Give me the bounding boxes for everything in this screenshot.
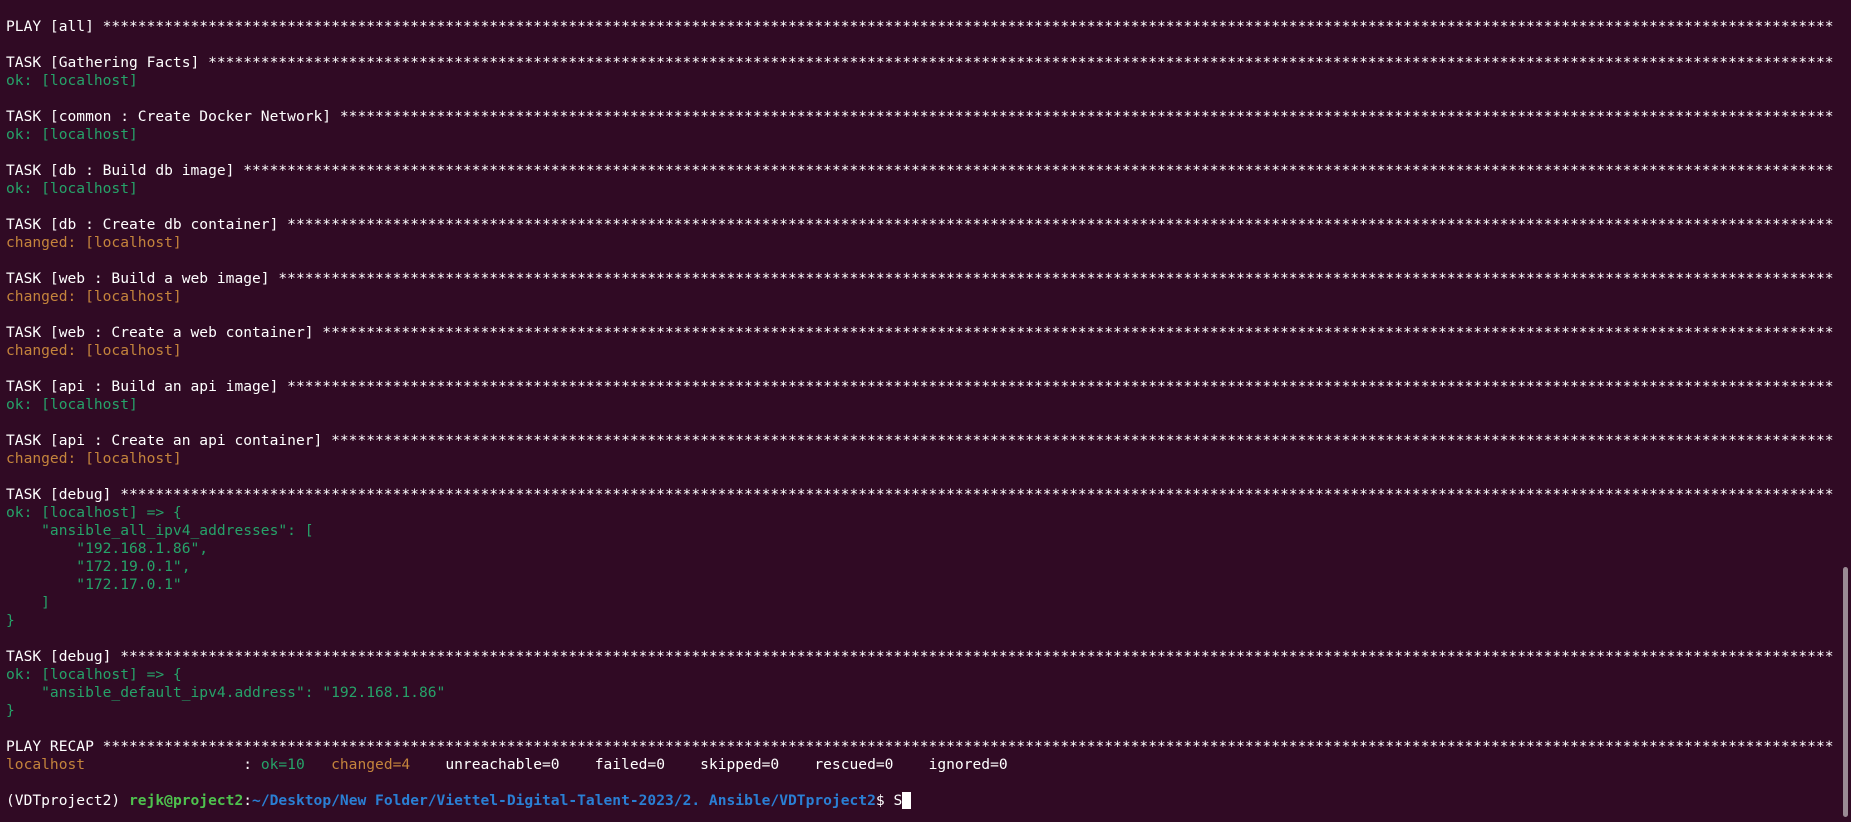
output-text: TASK [Gathering Facts] *****************…	[6, 54, 1834, 71]
output-text: "172.17.0.1"	[6, 576, 182, 593]
output-text: unreachable=0 failed=0 skipped=0 rescued…	[410, 756, 1008, 773]
output-text: changed: [localhost]	[6, 450, 182, 467]
output-line: ok: [localhost]	[6, 72, 1834, 90]
output-text: ok: [localhost]	[6, 126, 138, 143]
output-text: TASK [db : Create db container] ********…	[6, 216, 1834, 233]
output-text: TASK [debug] ***************************…	[6, 648, 1834, 665]
output-text: "172.19.0.1",	[6, 558, 191, 575]
output-line: ]	[6, 594, 1834, 612]
prompt-venv: (VDTproject2)	[6, 792, 130, 809]
output-text	[305, 756, 331, 773]
prompt-user-host: rejk@project2	[129, 792, 244, 809]
output-line: "172.19.0.1",	[6, 558, 1834, 576]
output-line: localhost : ok=10 changed=4 unreachable=…	[6, 756, 1834, 774]
output-text: TASK [web : Create a web container] ****…	[6, 324, 1834, 341]
output-line: }	[6, 612, 1834, 630]
output-text: PLAY RECAP *****************************…	[6, 738, 1834, 755]
scrollbar-thumb[interactable]	[1843, 567, 1848, 817]
prompt-symbol: $	[875, 792, 894, 809]
output-text: ]	[6, 594, 50, 611]
output-text: ok: [localhost]	[6, 72, 138, 89]
output-line	[6, 36, 1834, 54]
output-text: TASK [db : Build db image] *************…	[6, 162, 1834, 179]
prompt-path: ~/Desktop/New Folder/Viettel-Digital-Tal…	[252, 792, 876, 809]
output-line: TASK [api : Create an api container] ***…	[6, 432, 1834, 450]
output-line: ok: [localhost]	[6, 180, 1834, 198]
output-line	[6, 198, 1834, 216]
prompt-separator: :	[243, 792, 253, 809]
output-line	[6, 414, 1834, 432]
output-line	[6, 306, 1834, 324]
output-line: "ansible_default_ipv4.address": "192.168…	[6, 684, 1834, 702]
output-text: ok: [localhost] => {	[6, 666, 182, 683]
output-line: ok: [localhost] => {	[6, 504, 1834, 522]
output-line: ok: [localhost] => {	[6, 666, 1834, 684]
output-line	[6, 144, 1834, 162]
output-text: "ansible_all_ipv4_addresses": [	[6, 522, 314, 539]
output-line: TASK [api : Build an api image] ********…	[6, 378, 1834, 396]
output-text: TASK [api : Build an api image] ********…	[6, 378, 1834, 395]
output-line: TASK [db : Build db image] *************…	[6, 162, 1834, 180]
output-line: changed: [localhost]	[6, 234, 1834, 252]
output-text: changed: [localhost]	[6, 288, 182, 305]
output-text: TASK [api : Create an api container] ***…	[6, 432, 1834, 449]
output-text: changed: [localhost]	[6, 234, 182, 251]
output-line	[6, 720, 1834, 738]
output-line: changed: [localhost]	[6, 450, 1834, 468]
output-text: changed=4	[331, 756, 411, 773]
output-line: TASK [db : Create db container] ********…	[6, 216, 1834, 234]
output-line: "ansible_all_ipv4_addresses": [	[6, 522, 1834, 540]
output-line: TASK [debug] ***************************…	[6, 486, 1834, 504]
output-line	[6, 90, 1834, 108]
output-line: PLAY RECAP *****************************…	[6, 738, 1834, 756]
output-line	[6, 360, 1834, 378]
output-line: TASK [Gathering Facts] *****************…	[6, 54, 1834, 72]
output-text: TASK [common : Create Docker Network] **…	[6, 108, 1834, 125]
output-line	[6, 252, 1834, 270]
output-text: :	[243, 756, 261, 773]
terminal-output: PLAY [all] *****************************…	[6, 18, 1851, 792]
output-text: "ansible_default_ipv4.address": "192.168…	[6, 684, 446, 701]
output-line: "192.168.1.86",	[6, 540, 1834, 558]
shell-prompt[interactable]: (VDTproject2) rejk@project2:~/Desktop/Ne…	[6, 792, 1834, 810]
output-line: "172.17.0.1"	[6, 576, 1834, 594]
output-line: ok: [localhost]	[6, 126, 1834, 144]
output-line: TASK [web : Create a web container] ****…	[6, 324, 1834, 342]
output-line: }	[6, 702, 1834, 720]
output-text: changed: [localhost]	[6, 342, 182, 359]
output-text: }	[6, 702, 15, 719]
output-text: PLAY [all] *****************************…	[6, 18, 1834, 35]
output-text: }	[6, 612, 15, 629]
output-line	[6, 774, 1834, 792]
output-text: ok: [localhost] => {	[6, 504, 182, 521]
output-line: TASK [debug] ***************************…	[6, 648, 1834, 666]
output-text: ok=10	[260, 756, 305, 773]
output-text: TASK [web : Build a web image] *********…	[6, 270, 1834, 287]
output-text: TASK [debug] ***************************…	[6, 486, 1834, 503]
output-text: "192.168.1.86",	[6, 540, 209, 557]
output-line	[6, 468, 1834, 486]
text-cursor	[902, 792, 912, 809]
output-line: ok: [localhost]	[6, 396, 1834, 414]
output-line: TASK [web : Build a web image] *********…	[6, 270, 1834, 288]
output-line: TASK [common : Create Docker Network] **…	[6, 108, 1834, 126]
output-text: ok: [localhost]	[6, 396, 138, 413]
output-text: localhost	[6, 756, 244, 773]
output-line: changed: [localhost]	[6, 342, 1834, 360]
output-line: PLAY [all] *****************************…	[6, 18, 1834, 36]
output-text: ok: [localhost]	[6, 180, 138, 197]
output-line	[6, 630, 1834, 648]
command-input[interactable]: S	[893, 792, 903, 809]
output-line: changed: [localhost]	[6, 288, 1834, 306]
